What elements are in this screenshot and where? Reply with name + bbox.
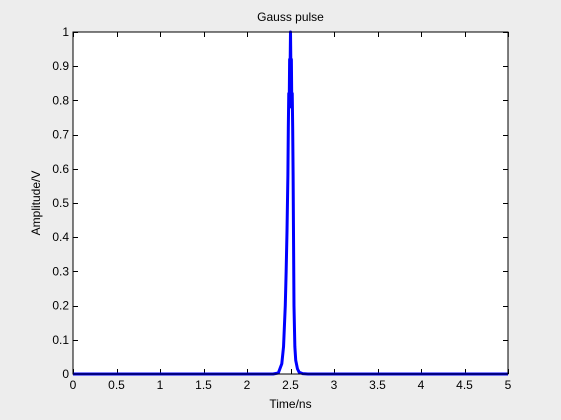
x-axis-label: Time/ns bbox=[269, 397, 311, 411]
x-tick-label: 0 bbox=[70, 378, 77, 392]
y-tick-label: 0.8 bbox=[52, 93, 69, 107]
y-tick-label: 0.1 bbox=[52, 333, 69, 347]
x-tick-label: 5 bbox=[505, 378, 512, 392]
y-tick-label: 0.9 bbox=[52, 59, 69, 73]
y-tick-label: 0 bbox=[62, 367, 69, 381]
y-tick-label: 0.4 bbox=[52, 230, 69, 244]
x-tick-labels: 0 0.5 1 1.5 2 2.5 3 3.5 4 4.5 5 bbox=[70, 378, 512, 392]
y-tick-label: 0.2 bbox=[52, 299, 69, 313]
x-tick-label: 0.5 bbox=[108, 378, 125, 392]
x-tick-label: 4 bbox=[418, 378, 425, 392]
tick-marks bbox=[73, 32, 509, 375]
y-tick-label: 0.3 bbox=[52, 264, 69, 278]
y-tick-label: 0.7 bbox=[52, 128, 69, 142]
y-tick-labels: 0 0.1 0.2 0.3 0.4 0.5 0.6 0.7 0.8 0.9 1 bbox=[52, 25, 69, 381]
x-tick-label: 2.5 bbox=[282, 378, 299, 392]
y-tick-label: 0.6 bbox=[52, 162, 69, 176]
x-tick-label: 3 bbox=[331, 378, 338, 392]
y-tick-label: 0.5 bbox=[52, 196, 69, 210]
y-axis-label: Amplitude/V bbox=[29, 171, 43, 236]
x-tick-label: 2 bbox=[244, 378, 251, 392]
x-tick-label: 3.5 bbox=[369, 378, 386, 392]
plot-frame bbox=[72, 31, 509, 375]
x-tick-label: 1.5 bbox=[195, 378, 212, 392]
x-tick-label: 1 bbox=[157, 378, 164, 392]
x-tick-label: 4.5 bbox=[456, 378, 473, 392]
y-tick-label: 1 bbox=[62, 25, 69, 39]
chart-title: Gauss pulse bbox=[257, 10, 324, 24]
